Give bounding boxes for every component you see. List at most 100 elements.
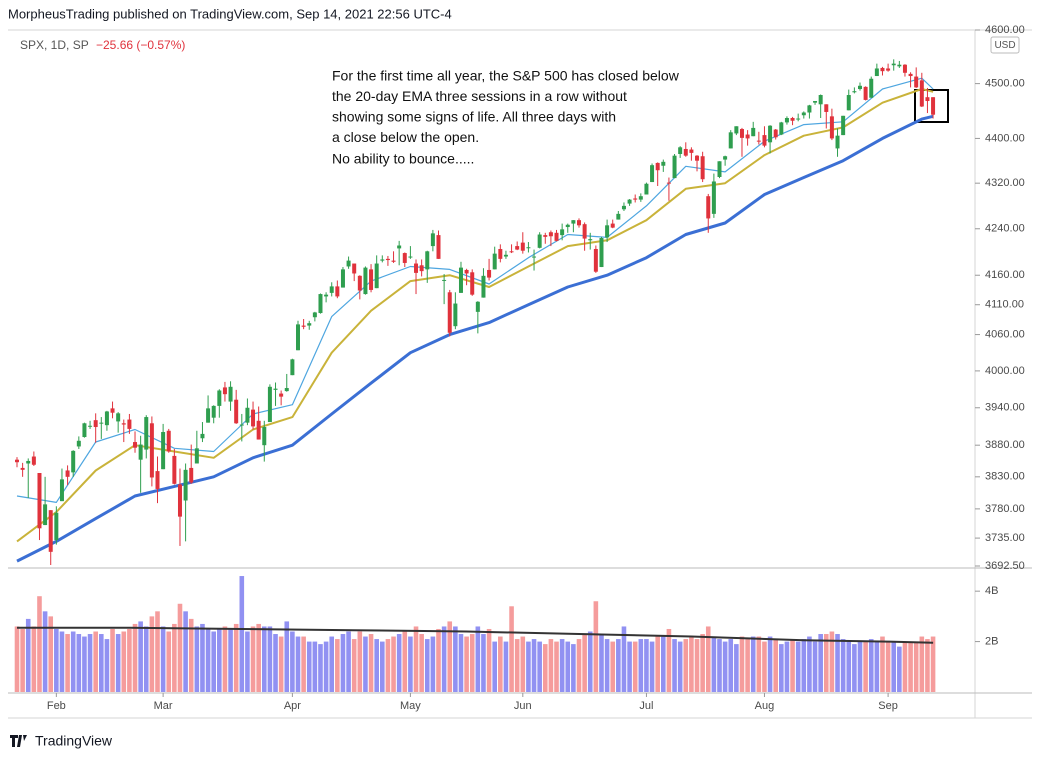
candle-body	[711, 181, 716, 214]
volume-bar	[177, 603, 183, 692]
candle-body	[571, 220, 576, 224]
annotation: No ability to bounce.....	[332, 151, 474, 167]
volume-bar	[357, 631, 363, 692]
currency-box	[990, 36, 1020, 54]
candle-body	[610, 223, 615, 228]
volume-bar	[840, 639, 846, 692]
candle-body	[475, 301, 480, 312]
volume-bar	[531, 639, 537, 692]
candle-body	[621, 205, 626, 210]
candle-body	[931, 97, 936, 115]
candle-body	[296, 324, 300, 351]
candle-body	[582, 224, 587, 239]
volume-bar	[37, 596, 42, 692]
candle-body	[593, 248, 598, 272]
y-tick-label: 4000.00	[985, 365, 1025, 377]
ema-line	[16, 114, 934, 563]
volume-bar	[273, 634, 278, 692]
candle-body	[779, 122, 784, 135]
volume-bar	[925, 639, 930, 692]
volume-bar	[677, 641, 683, 692]
candle-body	[402, 253, 407, 263]
volume-bar	[188, 618, 194, 692]
candle-body	[99, 422, 104, 424]
candle-body	[503, 254, 508, 257]
candle-body	[369, 269, 374, 290]
volume-bar	[424, 639, 430, 692]
candle-body	[54, 512, 59, 541]
candle-body	[739, 129, 744, 138]
candle-body	[385, 258, 390, 261]
candle-body	[279, 393, 284, 397]
x-tick-label: Feb	[47, 700, 66, 712]
volume-bar	[267, 626, 273, 692]
candle-body	[925, 97, 930, 102]
volume-bar	[554, 641, 559, 692]
volume-bar	[408, 636, 413, 692]
candle-body	[874, 68, 879, 77]
candle-body	[211, 405, 216, 418]
candle-body	[206, 408, 211, 423]
candle-body	[397, 245, 402, 249]
volume-bar	[419, 634, 424, 692]
volume-bar	[661, 636, 666, 692]
volume-bar	[464, 636, 469, 692]
volume-bar	[233, 623, 239, 692]
candle-body	[655, 162, 660, 171]
candle-body	[829, 116, 834, 139]
volume-bar	[829, 631, 835, 692]
candle-body	[155, 471, 160, 489]
volume-bar	[880, 636, 885, 692]
candle-body	[346, 260, 351, 267]
candle-body	[357, 275, 362, 291]
volume-bar	[868, 639, 874, 692]
volume-bar	[149, 616, 155, 692]
volume-bar	[638, 639, 644, 692]
candle-body	[352, 263, 357, 274]
volume-bar	[329, 636, 335, 692]
volume-bar	[767, 636, 773, 692]
y-tick-label: 3830.00	[985, 471, 1025, 483]
volume-bar	[632, 641, 638, 692]
candle-body	[15, 459, 19, 463]
volume-bar	[627, 641, 632, 692]
highlight-box	[914, 89, 949, 123]
candle-body	[633, 198, 638, 200]
candle-body	[312, 312, 317, 318]
volume-bar	[59, 631, 65, 692]
volume-bar	[245, 631, 250, 692]
volume-bar	[604, 639, 610, 692]
volume-bar	[571, 644, 576, 692]
volume-bar	[65, 634, 70, 692]
volume-bar	[239, 576, 245, 692]
volume-bar	[689, 636, 694, 692]
volume-bar	[852, 644, 857, 692]
volume-bar	[835, 634, 840, 692]
candle-body	[194, 448, 199, 464]
volume-bar	[773, 639, 778, 692]
x-tick-label: Sep	[878, 700, 898, 712]
candle-body	[751, 127, 756, 137]
candle-body	[818, 95, 823, 105]
candle-body	[565, 224, 570, 228]
volume-bar	[475, 626, 481, 692]
volume-bar	[469, 634, 475, 692]
candle-body	[430, 233, 435, 247]
volume-bar	[593, 601, 599, 692]
x-tick-label: Aug	[755, 700, 775, 712]
volume-bar	[110, 628, 115, 692]
volume-bar	[194, 626, 200, 692]
volume-bar	[582, 634, 587, 692]
candle-body	[706, 196, 711, 219]
candle-body	[20, 467, 25, 470]
candle-body	[902, 64, 907, 73]
candle-body	[627, 199, 632, 204]
candle-body	[217, 390, 222, 406]
volume-bar	[492, 641, 497, 692]
volume-bar	[25, 618, 31, 692]
volume-bar	[616, 639, 621, 692]
volume-bar	[711, 636, 717, 692]
candle-body	[121, 423, 126, 425]
y-tick-label: 4320.00	[985, 177, 1025, 189]
